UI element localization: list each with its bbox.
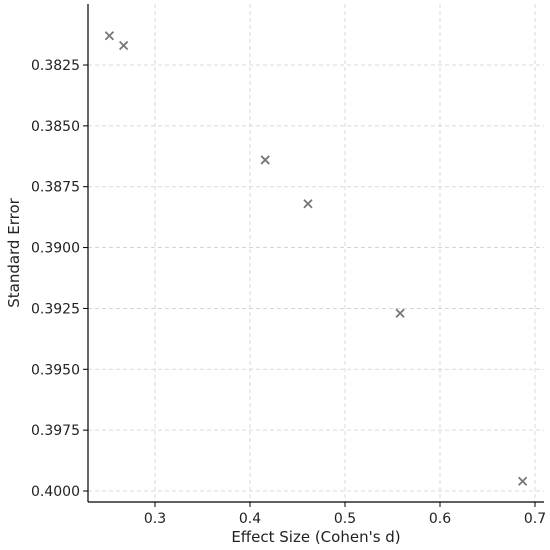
data-point xyxy=(395,308,405,318)
y-tick-label: 0.3925 xyxy=(31,301,80,317)
y-tick-label: 0.3975 xyxy=(31,423,80,439)
y-tick-label: 0.3850 xyxy=(31,119,80,135)
x-tick-label: 0.3 xyxy=(144,511,166,527)
data-point xyxy=(260,155,270,165)
y-tick-label: 0.3950 xyxy=(31,362,80,378)
y-tick-label: 0.3825 xyxy=(31,58,80,74)
data-points xyxy=(104,31,528,486)
y-tick-label: 0.4000 xyxy=(31,484,80,500)
data-point xyxy=(119,40,129,51)
y-axis-label: Standard Error xyxy=(5,197,23,307)
x-tick-label: 0.4 xyxy=(239,511,261,527)
data-point xyxy=(518,476,528,486)
data-point xyxy=(104,31,115,41)
data-point xyxy=(303,199,313,209)
grid xyxy=(88,4,544,502)
x-tick-label: 0.5 xyxy=(334,511,356,527)
x-axis-label: Effect Size (Cohen's d) xyxy=(231,528,400,546)
x-tick-label: 0.6 xyxy=(429,511,451,527)
y-tick-label: 0.3875 xyxy=(31,180,80,196)
x-tick-label: 0.7 xyxy=(524,511,546,527)
y-tick-label: 0.3900 xyxy=(31,241,80,257)
axis-ticks: 0.3 0.4 0.5 0.6 0.7 0.3825 0.3850 0.3875 0.3900 0… xyxy=(31,58,546,527)
